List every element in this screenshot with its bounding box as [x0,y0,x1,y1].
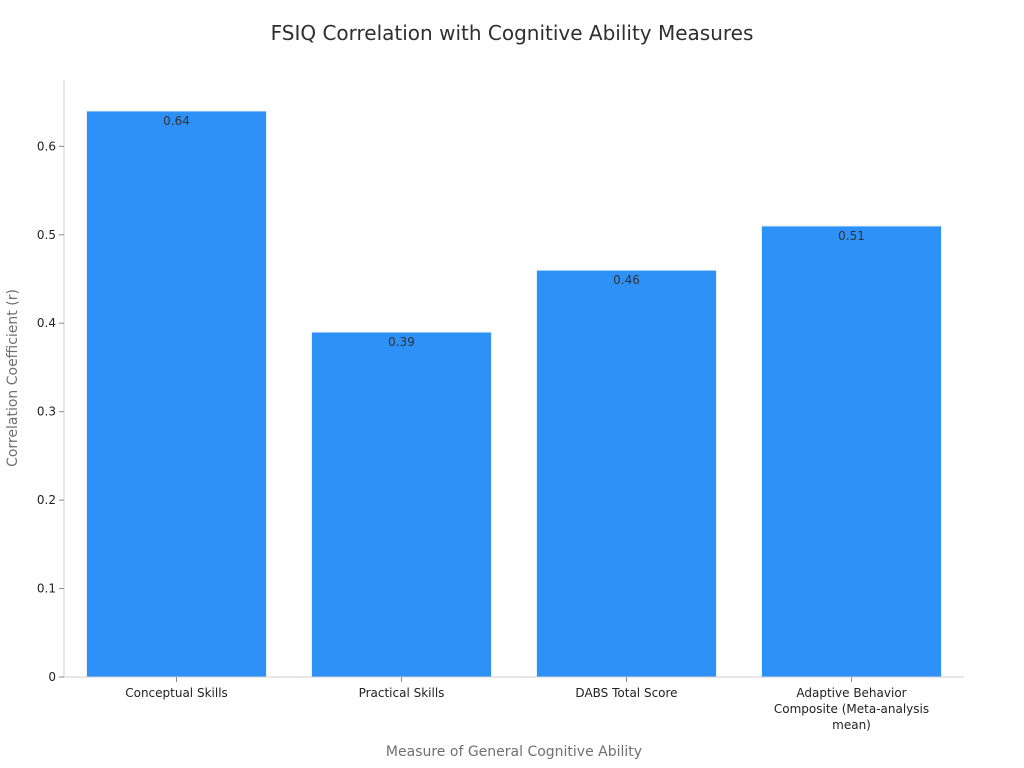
data-labels-layer: 0.64 0.39 0.46 0.51 [163,114,865,349]
bar-value-label: 0.46 [613,273,640,287]
bar [311,331,492,678]
bar [536,269,717,678]
y-tick-label: 0 [48,670,56,684]
x-axis-title: Measure of General Cognitive Ability [386,744,642,760]
y-axis-title: Correlation Coefficient (r) [5,289,21,467]
chart-title: FSIQ Correlation with Cognitive Ability … [271,21,754,45]
y-tick-label: 0.4 [37,316,56,330]
x-category-label: Conceptual Skills [125,686,228,700]
bar-value-label: 0.51 [838,229,865,243]
x-category-label-line: Conceptual Skills [125,686,228,700]
y-tick-label: 0.3 [37,405,56,419]
y-tick-label: 0.2 [37,493,56,507]
bar [86,110,267,678]
x-axis: Conceptual Skills Practical Skills DABS To… [64,676,964,732]
bar [761,225,942,678]
x-category-label-line: Adaptive Behavior [796,686,906,700]
x-category-label-line: Practical Skills [359,686,445,700]
y-tick-label: 0.5 [37,228,56,242]
y-axis: 0 0.1 0.2 0.3 0.4 0.5 0.6 [37,80,65,684]
bar-value-label: 0.39 [388,335,415,349]
x-category-label-line: mean) [832,718,871,732]
bars-layer [86,110,942,678]
x-category-label: Practical Skills [359,686,445,700]
bar-value-label: 0.64 [163,114,190,128]
y-tick-label: 0.6 [37,139,56,153]
y-tick-label: 0.1 [37,582,56,596]
x-category-label-line: Composite (Meta-analysis [774,702,929,716]
x-category-label: DABS Total Score [575,686,677,700]
x-category-label: Adaptive Behavior Composite (Meta-analysi… [774,686,929,732]
x-category-label-line: DABS Total Score [575,686,677,700]
